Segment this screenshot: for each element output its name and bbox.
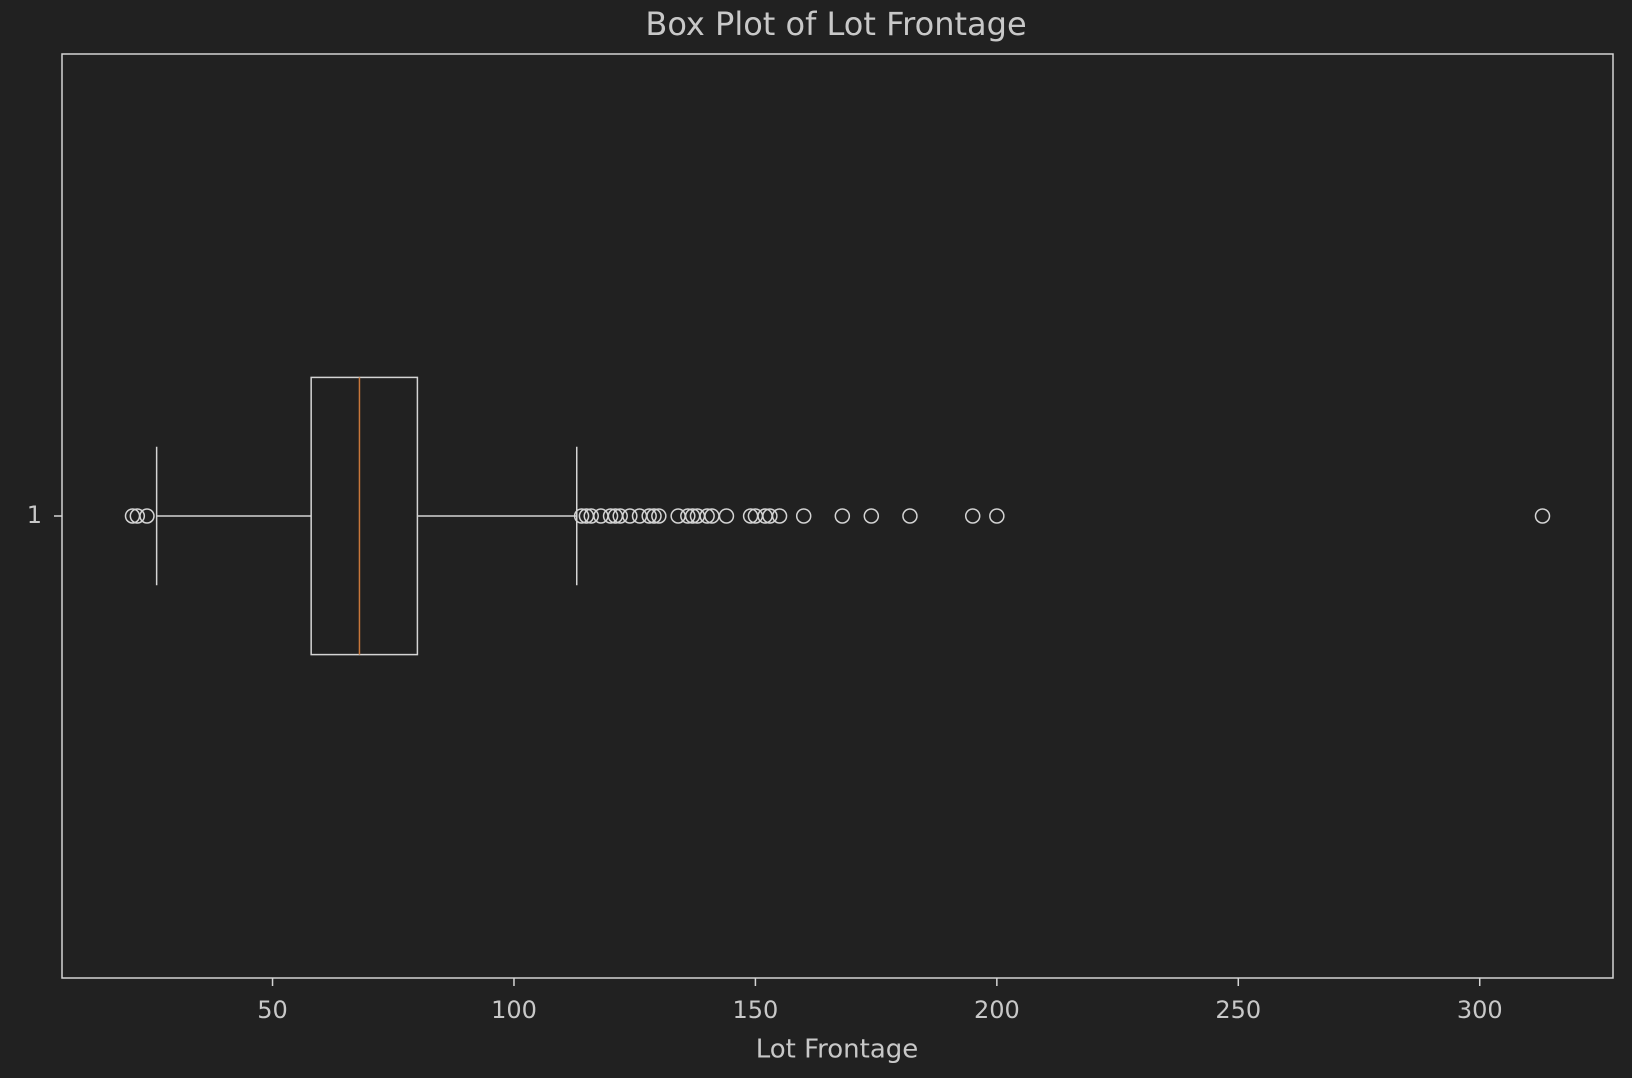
flier <box>795 508 812 524</box>
flier <box>718 508 735 524</box>
x-tick-label: 50 <box>257 996 288 1024</box>
flier <box>863 508 880 524</box>
x-axis-label: Lot Frontage <box>756 1035 919 1065</box>
flier <box>641 508 657 524</box>
flier <box>646 508 662 524</box>
flier <box>902 508 918 524</box>
flier <box>602 508 619 524</box>
flier <box>1534 508 1551 524</box>
flier <box>834 508 851 524</box>
x-tick-label: 150 <box>733 996 779 1024</box>
flier <box>622 508 638 524</box>
box <box>310 376 419 656</box>
x-tick-label: 300 <box>1457 996 1503 1024</box>
flier <box>583 508 599 524</box>
flier <box>573 508 590 524</box>
flier <box>651 508 667 524</box>
flier <box>680 508 696 524</box>
flier <box>989 508 1005 524</box>
flier <box>771 508 788 524</box>
flier <box>139 508 155 524</box>
chart-title: Box Plot of Lot Frontage <box>645 5 1026 43</box>
x-tick-label: 200 <box>974 996 1020 1024</box>
flier <box>699 508 715 524</box>
flier <box>762 508 778 524</box>
y-tick-label: 1 <box>27 501 42 529</box>
flier <box>129 508 146 524</box>
x-tick-label: 250 <box>1215 996 1261 1024</box>
x-tick-label: 100 <box>491 996 537 1024</box>
flier <box>612 508 628 524</box>
flier <box>964 508 981 524</box>
